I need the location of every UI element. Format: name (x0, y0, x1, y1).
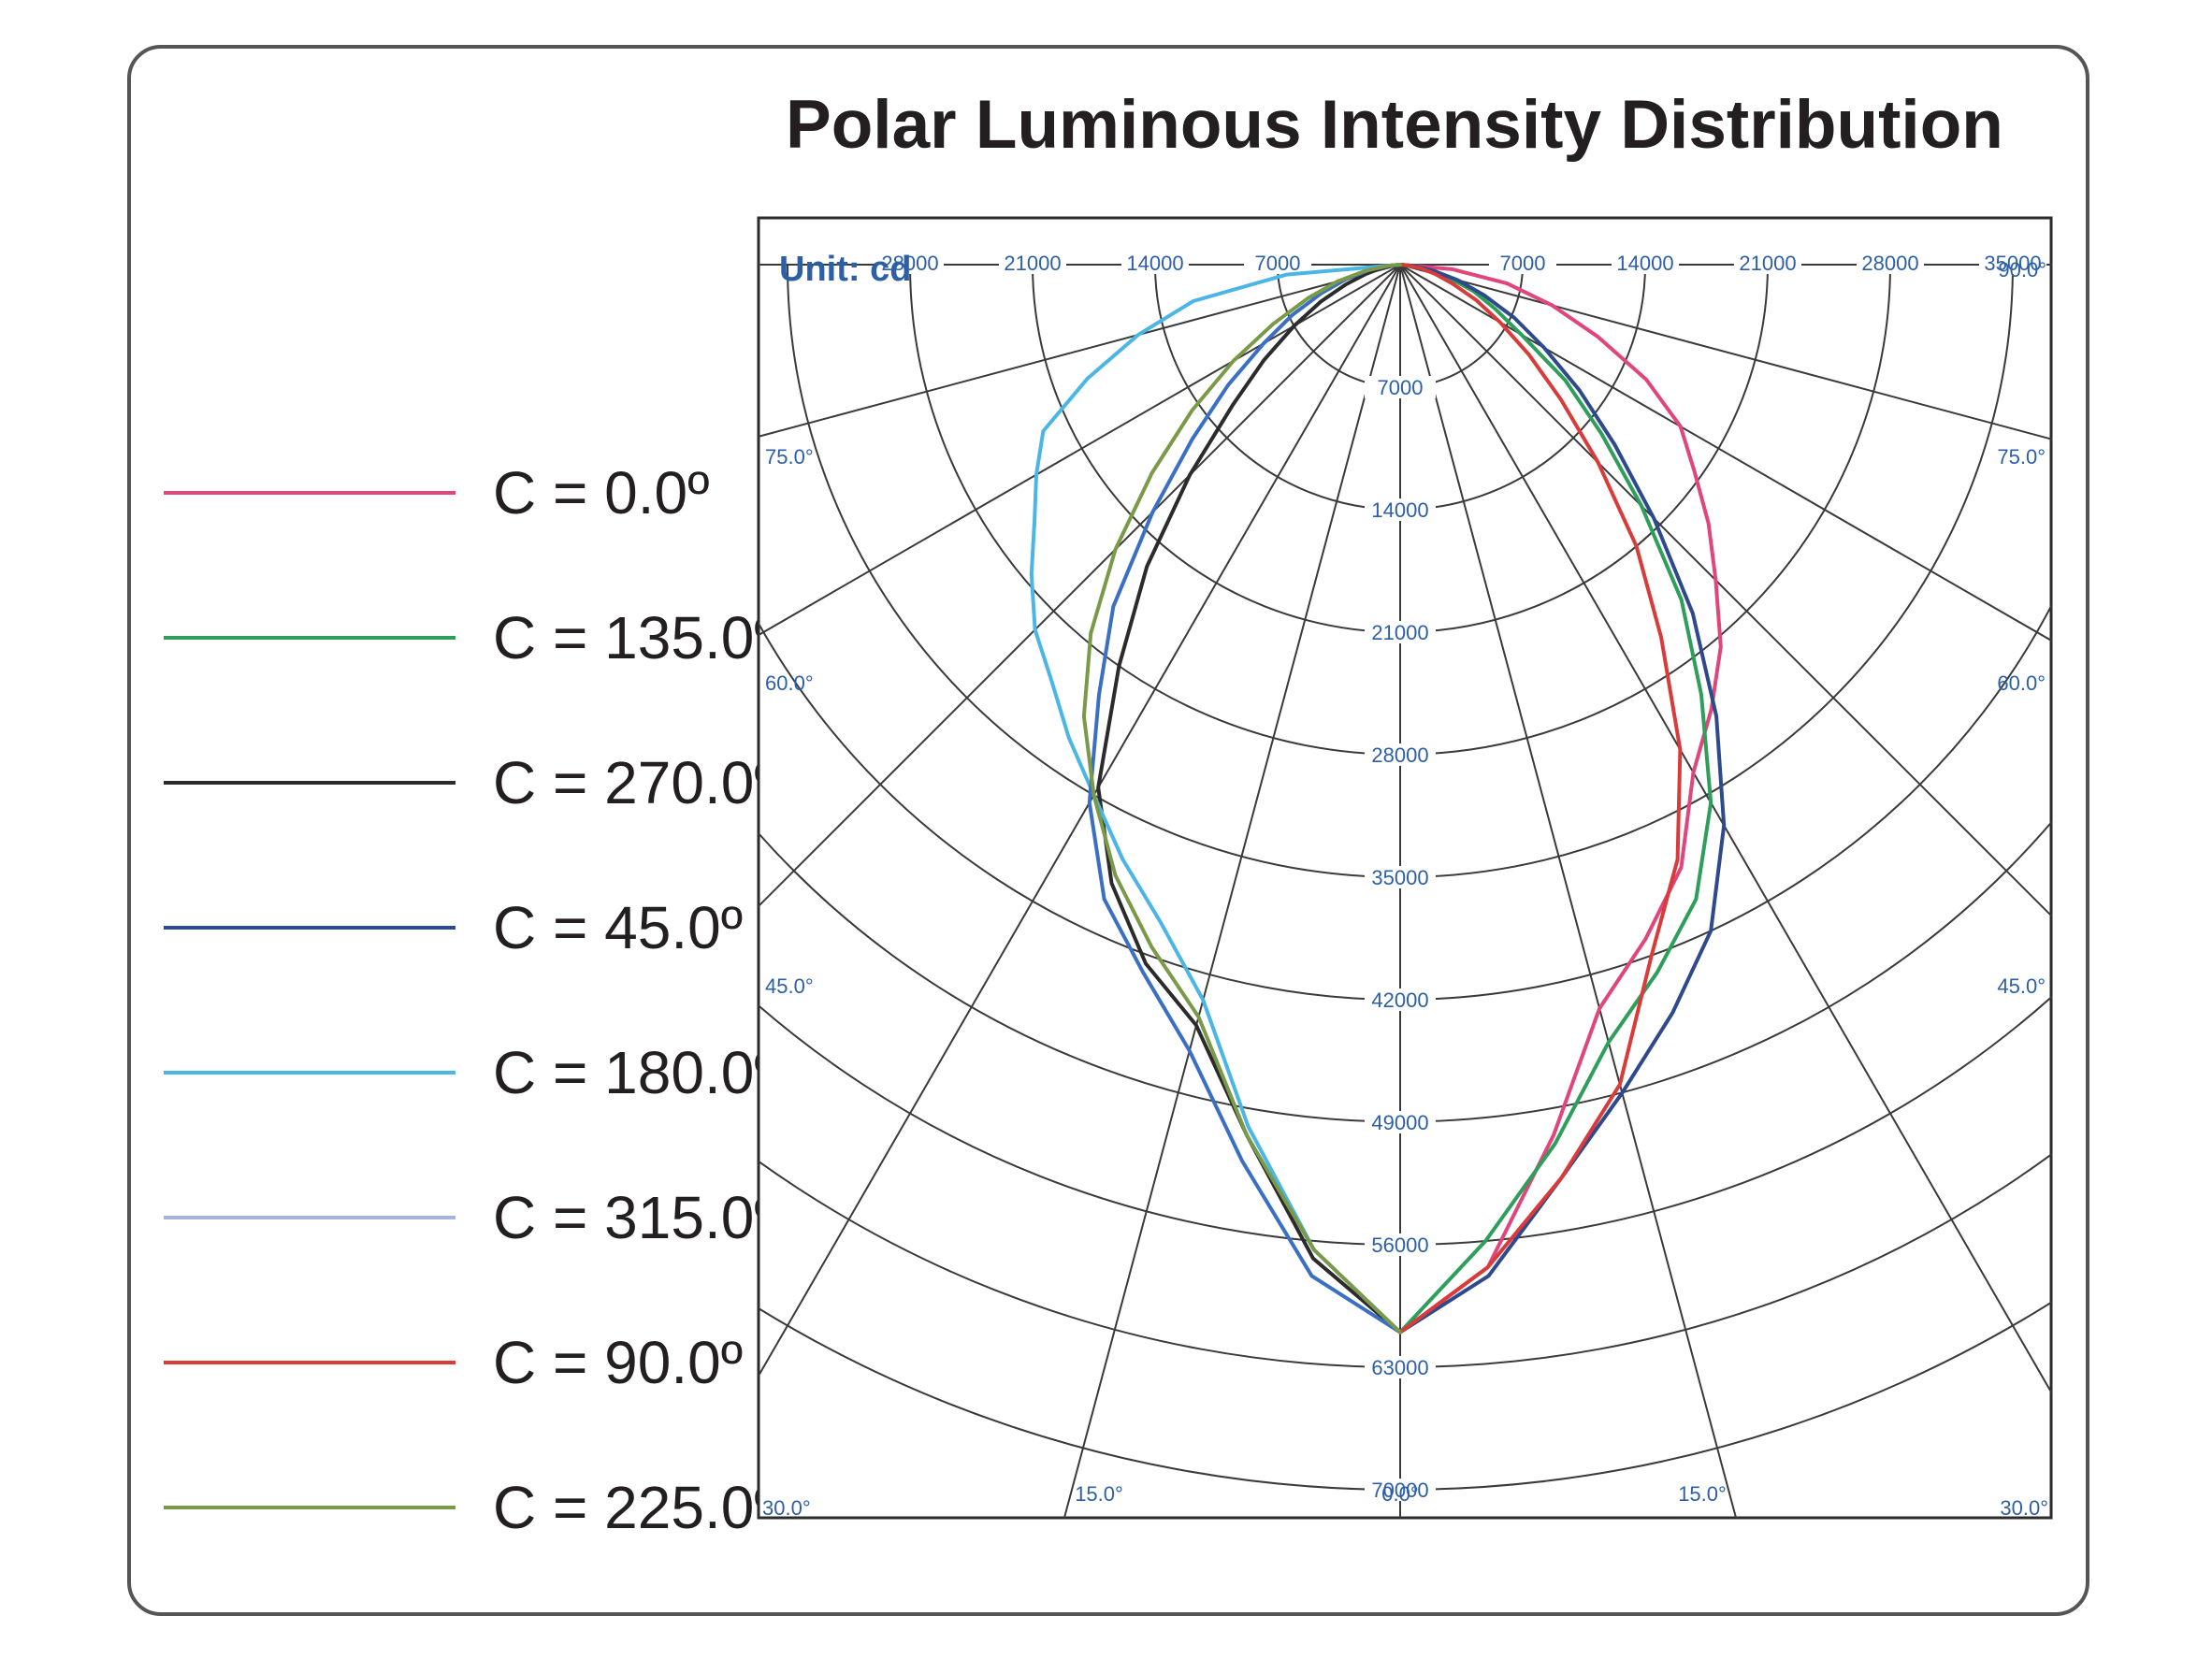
tick-label-bg (1121, 250, 1189, 274)
grid-spoke (1063, 264, 1401, 1518)
tick-label-bg (1489, 250, 1556, 274)
angle-label: 30.0° (762, 1496, 811, 1520)
angle-label: 90.0° (1998, 258, 2046, 281)
tick-label-bg (1365, 621, 1436, 643)
unit-label: Unit: cd (779, 250, 911, 289)
horizontal-tick-label: 28000 (1861, 252, 1918, 275)
tick-label-bg (1365, 1356, 1436, 1378)
grid-spoke (1399, 264, 2051, 917)
tick-label-bg (1365, 1233, 1436, 1256)
radial-tick-label: 28000 (1371, 743, 1428, 767)
legend-swatch (164, 491, 455, 495)
radial-tick-label: 14000 (1371, 498, 1428, 522)
radial-tick-label: 63000 (1371, 1356, 1428, 1379)
tick-label-bg (1365, 988, 1436, 1011)
series-line (1081, 263, 1402, 1334)
legend-label: C = 315.0º (493, 1184, 776, 1251)
legend-label: C = 270.0º (493, 749, 776, 816)
grid-spoke (759, 264, 1401, 637)
angle-label: 75.0° (765, 445, 814, 469)
radial-tick-label: 42000 (1371, 988, 1428, 1012)
tick-label-bg (1857, 250, 1924, 274)
angle-label: 15.0° (1678, 1482, 1727, 1506)
legend-label: C = 180.0º (493, 1039, 776, 1106)
legend-label: C = 135.0º (493, 604, 776, 671)
radial-tick-label: 21000 (1371, 621, 1428, 644)
grid-spoke (1399, 264, 2051, 1394)
legend-label: C = 45.0º (493, 894, 744, 961)
radial-tick-label: 7000 (1378, 376, 1424, 399)
tick-label-bg (999, 250, 1066, 274)
angle-label: 30.0° (2000, 1496, 2048, 1520)
radial-tick-label: 35000 (1371, 866, 1428, 889)
tick-label-bg (1365, 743, 1436, 766)
legend-label: C = 0.0º (493, 459, 710, 527)
tick-label-bg (1365, 866, 1436, 888)
legend-swatch (164, 1071, 455, 1075)
radial-tick-label: 49000 (1371, 1111, 1428, 1134)
tick-label-bg (1979, 250, 2046, 274)
chart-title: Polar Luminous Intensity Distribution (786, 87, 2003, 163)
legend-swatch (164, 781, 455, 785)
series-line (1096, 263, 1402, 1334)
horizontal-tick-label: 35000 (1984, 252, 2041, 275)
legend-label: C = 90.0º (493, 1329, 744, 1396)
horizontal-tick-label: 21000 (1004, 252, 1061, 275)
legend-swatch (164, 926, 455, 930)
grid-spoke (759, 264, 1401, 908)
horizontal-tick-label: 14000 (1126, 252, 1183, 275)
angle-label: 75.0° (1997, 445, 2046, 469)
tick-label-bg (1612, 250, 1679, 274)
horizontal-tick-label: 14000 (1616, 252, 1673, 275)
tick-label-bg (1244, 250, 1311, 274)
angle-label: 15.0° (1075, 1482, 1123, 1506)
series-line (1398, 263, 1683, 1334)
tick-label-bg (1734, 250, 1801, 274)
series-line (1029, 263, 1402, 1334)
horizontal-tick-label: 7000 (1500, 252, 1546, 275)
tick-label-bg (1365, 1479, 1436, 1501)
grid-spoke (1399, 264, 1738, 1518)
angle-label: 60.0° (765, 671, 814, 695)
tick-label-bg (1365, 1111, 1436, 1133)
tick-label-bg (876, 250, 944, 274)
grid-spoke (1399, 264, 2051, 440)
chart-frame (127, 45, 2089, 1616)
radial-tick-label: 56000 (1371, 1233, 1428, 1257)
grid-spoke (759, 264, 1401, 1378)
horizontal-tick-label: 7000 (1255, 252, 1301, 275)
tick-label-bg (1365, 376, 1436, 398)
legend-swatch (164, 636, 455, 640)
legend-swatch (164, 1506, 455, 1509)
angle-label: 45.0° (765, 974, 814, 998)
horizontal-tick-label: 28000 (881, 252, 938, 275)
angle-label: 0.0° (1381, 1482, 1418, 1506)
grid-spoke (759, 264, 1401, 438)
horizontal-tick-label: 21000 (1739, 252, 1796, 275)
angle-label: 60.0° (1997, 671, 2046, 695)
series-line (1398, 263, 1723, 1334)
grid-spoke (1399, 264, 2051, 642)
legend-swatch (164, 1361, 455, 1364)
tick-label-bg (1365, 498, 1436, 521)
legend-label: C = 225.0º (493, 1474, 776, 1541)
series-line (1398, 263, 1727, 1334)
legend-swatch (164, 1216, 455, 1219)
angle-label: 45.0° (1997, 974, 2046, 998)
radial-tick-label: 70000 (1371, 1479, 1428, 1502)
